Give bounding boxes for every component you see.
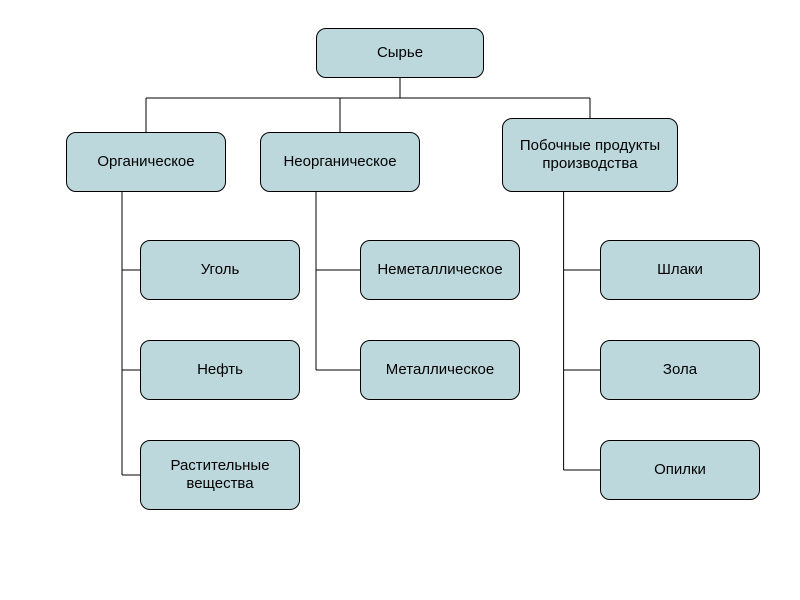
node-root: Сырье — [316, 28, 484, 78]
node-organic: Органическое — [66, 132, 226, 192]
node-ash: Зола — [600, 340, 760, 400]
node-sawdust: Опилки — [600, 440, 760, 500]
node-inorg: Неорганическое — [260, 132, 420, 192]
node-metal: Металлическое — [360, 340, 520, 400]
node-plant: Растительные вещества — [140, 440, 300, 510]
diagram-canvas: Сырье Органическое Неорганическое Побочные … — [0, 0, 800, 600]
node-slag: Шлаки — [600, 240, 760, 300]
node-oil: Нефть — [140, 340, 300, 400]
node-byprod: Побочные продукты производства — [502, 118, 678, 192]
node-nonmet: Неметаллическое — [360, 240, 520, 300]
node-coal: Уголь — [140, 240, 300, 300]
edge-layer — [0, 0, 800, 600]
